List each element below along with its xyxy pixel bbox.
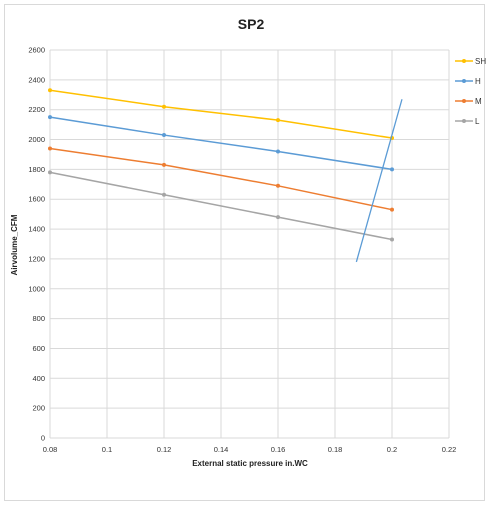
legend-label-h: H	[475, 77, 481, 86]
y-tick-label: 400	[32, 374, 45, 383]
system-curve-line	[355, 99, 403, 263]
legend-marker-h	[462, 79, 466, 83]
legend: SH H M L	[455, 57, 486, 126]
data-point-m	[162, 162, 166, 167]
x-tick-label: 0.14	[214, 445, 229, 454]
data-point-sh	[162, 104, 166, 109]
y-tick-label: 1400	[28, 225, 45, 234]
grid	[49, 49, 450, 439]
series-line-m	[49, 147, 393, 211]
data-point-m	[48, 146, 52, 151]
y-tick-label: 1600	[28, 195, 45, 204]
x-tick-label: 0.22	[442, 445, 457, 454]
data-point-h	[162, 133, 166, 138]
legend-marker-sh	[462, 59, 466, 63]
y-tick-label: 1000	[28, 284, 45, 293]
y-tick-label: 2200	[28, 105, 45, 114]
chart-title: SP2	[238, 16, 265, 32]
y-tick-label: 2000	[28, 135, 45, 144]
legend-marker-l	[462, 119, 466, 123]
x-tick-label: 0.18	[328, 445, 343, 454]
data-point-h	[276, 149, 280, 154]
chart-frame	[4, 4, 485, 501]
x-axis-label: External static pressure in.WC	[192, 459, 308, 468]
y-tick-label: 2600	[28, 46, 45, 55]
x-tick-label: 0.08	[43, 445, 58, 454]
y-tick-label: 1800	[28, 165, 45, 174]
data-point-sh	[276, 118, 280, 123]
data-point-h	[390, 167, 394, 172]
x-tick-label: 0.1	[102, 445, 112, 454]
data-point-m	[390, 207, 394, 212]
data-point-l	[390, 237, 394, 242]
y-tick-label: 1200	[28, 254, 45, 263]
data-point-sh	[48, 88, 52, 93]
series-line-h	[49, 116, 393, 171]
series-line-sh	[49, 89, 393, 139]
x-tick-label: 0.16	[271, 445, 286, 454]
legend-marker-m	[462, 99, 466, 103]
legend-label-m: M	[475, 97, 482, 106]
tick-labels: 0 200 400 600 800 1000 1200 1400 1600 1800 2000 220…	[28, 46, 456, 455]
y-tick-label: 800	[32, 314, 45, 323]
data-point-l	[48, 170, 52, 175]
x-tick-label: 0.12	[157, 445, 172, 454]
y-tick-label: 200	[32, 404, 45, 413]
legend-label-sh: SH	[475, 57, 486, 66]
y-tick-label: 2400	[28, 75, 45, 84]
x-tick-label: 0.2	[387, 445, 397, 454]
y-axis-label: Airvolume_CFM	[10, 214, 19, 275]
y-tick-label: 0	[41, 434, 45, 443]
data-point-m	[276, 183, 280, 188]
data-point-h	[48, 115, 52, 120]
series-line-l	[49, 171, 393, 241]
y-tick-label: 600	[32, 344, 45, 353]
legend-label-l: L	[475, 117, 480, 126]
data-point-l	[162, 192, 166, 197]
data-point-l	[276, 215, 280, 220]
series	[48, 88, 403, 263]
